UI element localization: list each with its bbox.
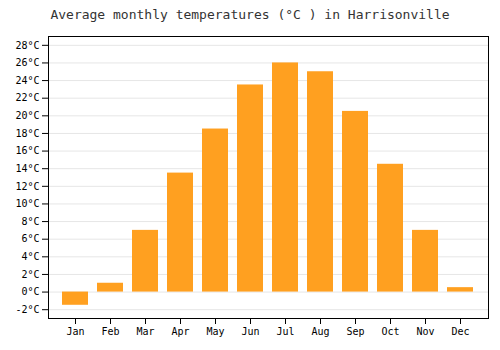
svg-text:Oct: Oct xyxy=(381,326,399,337)
svg-text:28°C: 28°C xyxy=(15,40,39,51)
svg-text:Jul: Jul xyxy=(276,326,294,337)
svg-text:May: May xyxy=(206,326,224,337)
svg-text:8°C: 8°C xyxy=(21,216,39,227)
svg-text:6°C: 6°C xyxy=(21,233,39,244)
svg-text:14°C: 14°C xyxy=(15,163,39,174)
html-text:Average monthly temperatures (: Average monthly temperatures (°C ) in Ha… xyxy=(50,7,450,22)
svg-text:10°C: 10°C xyxy=(15,198,39,209)
svg-text:26°C: 26°C xyxy=(15,57,39,68)
svg-text:Jun: Jun xyxy=(241,326,259,337)
svg-text:Jan: Jan xyxy=(66,326,84,337)
svg-text:Sep: Sep xyxy=(346,326,364,337)
svg-text:12°C: 12°C xyxy=(15,181,39,192)
svg-text:Feb: Feb xyxy=(101,326,119,337)
svg-text:24°C: 24°C xyxy=(15,75,39,86)
svg-text:Aug: Aug xyxy=(311,326,329,337)
svg-text:-2°C: -2°C xyxy=(15,304,39,315)
svg-text:Dec: Dec xyxy=(451,326,469,337)
svg-text:Nov: Nov xyxy=(416,326,434,337)
svg-text:0°C: 0°C xyxy=(21,286,39,297)
svg-text:Mar: Mar xyxy=(136,326,154,337)
svg-text:20°C: 20°C xyxy=(15,110,39,121)
svg-text:Apr: Apr xyxy=(171,326,189,337)
svg-text:2°C: 2°C xyxy=(21,269,39,280)
svg-text:4°C: 4°C xyxy=(21,251,39,262)
svg-text:18°C: 18°C xyxy=(15,128,39,139)
svg-text:16°C: 16°C xyxy=(15,145,39,156)
svg-text:22°C: 22°C xyxy=(15,92,39,103)
